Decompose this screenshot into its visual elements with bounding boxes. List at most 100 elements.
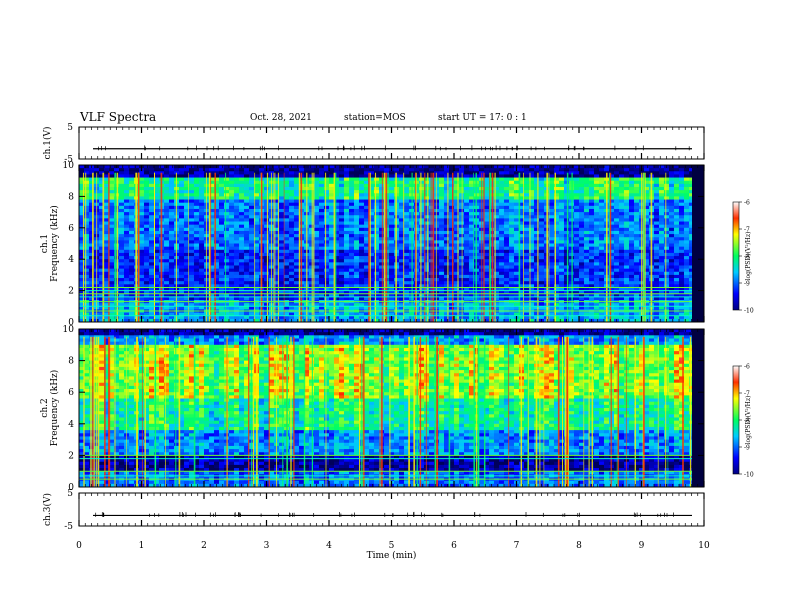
spectrogram-cell [249, 208, 255, 213]
spectrogram-cell [199, 243, 205, 248]
spectrogram-cell [199, 284, 205, 288]
spectrogram-cell [399, 284, 405, 288]
spectrogram-cell [99, 230, 105, 235]
spectrogram-cell [249, 306, 255, 310]
spectrogram-cell [284, 224, 290, 229]
spectrogram-cell [184, 271, 190, 276]
spectrogram-cell [219, 243, 225, 248]
spectrogram-cell [459, 218, 465, 222]
spectrogram-cell [164, 196, 170, 200]
spectrogram-cell [444, 252, 450, 257]
spectrogram-cell [529, 240, 535, 244]
spectrogram-cell [359, 262, 365, 266]
spectrogram-cell [229, 278, 235, 282]
spectrogram-cell [329, 224, 335, 229]
spectrogram-cell [114, 234, 120, 238]
spectrogram-cell [379, 252, 385, 257]
spectrogram-cell [214, 212, 220, 216]
spectrogram-cell [219, 168, 225, 172]
spectrogram-cell [254, 224, 260, 229]
spectrogram-cell [289, 271, 295, 276]
spectrogram-cell [124, 196, 130, 200]
spectrogram-cell [149, 274, 155, 279]
spectrogram-cell [219, 259, 225, 263]
spectrogram-cell [254, 268, 260, 273]
spectrogram-cell [484, 243, 490, 248]
spectrogram-cell [349, 243, 355, 248]
spectrogram-cell [429, 315, 435, 320]
spectrogram-cell [369, 218, 375, 222]
spectrogram-cell [114, 240, 120, 244]
spectrogram-cell [164, 208, 170, 213]
spectrogram-cell [279, 165, 285, 169]
spectrogram-cell [89, 205, 95, 210]
spectrogram-cell [434, 268, 440, 273]
spectrogram-cell [284, 168, 290, 172]
spectrogram-cell [179, 262, 185, 266]
spectrogram-cell [149, 199, 155, 204]
spectrogram-cell [404, 202, 410, 207]
spectrogram-cell [219, 224, 225, 229]
spectrogram-cell [364, 249, 370, 254]
spectrogram-cell [349, 218, 355, 222]
spectrogram-cell [79, 287, 85, 291]
spectrogram-cell [194, 262, 200, 266]
y-axis-label: ch.1(V) [42, 127, 53, 160]
spectrogram-cell [139, 271, 145, 276]
spectrogram-cell [374, 268, 380, 273]
spectrogram-cell [454, 196, 460, 200]
spectrogram-cell [274, 252, 280, 257]
spectrogram-cell [499, 237, 505, 241]
spectrogram-cell [264, 296, 270, 301]
spectrogram-cell [294, 278, 300, 282]
spectrogram-cell [509, 252, 515, 257]
spectrogram-cell [149, 287, 155, 291]
spectrogram-cell [104, 271, 110, 276]
spectrogram-cell [319, 246, 325, 251]
spectrogram-cell [379, 243, 385, 248]
spectrogram-cell [539, 278, 545, 282]
spectrogram-cell [399, 312, 405, 317]
start-time-label: start UT = 17: 0 : 1 [438, 113, 527, 123]
spectrogram-cell [519, 249, 525, 254]
spectrogram-cell [274, 243, 280, 248]
spectrogram-cell [444, 180, 450, 185]
spectrogram-cell [114, 268, 120, 273]
spectrogram-cell [324, 259, 330, 263]
spectrogram-cell [424, 290, 430, 295]
spectrogram-cell [529, 215, 535, 219]
spectrogram-cell [249, 252, 255, 257]
spectrogram-cell [499, 303, 505, 307]
spectrogram-cell [519, 215, 525, 219]
spectrogram-cell [214, 271, 220, 276]
spectrogram-cell [264, 271, 270, 276]
spectrogram-cell [249, 193, 255, 197]
spectrogram-cell [444, 293, 450, 298]
spectrogram-cell [239, 218, 245, 222]
spectrogram-cell [344, 290, 350, 295]
spectrogram-cell [84, 256, 90, 260]
spectrogram-cell [509, 215, 515, 219]
spectrogram-cell [124, 224, 130, 229]
spectrogram-cell [469, 177, 475, 182]
spectrogram-cell [289, 287, 295, 291]
spectrogram-cell [514, 240, 520, 244]
spectrogram-cell [459, 268, 465, 273]
spectrogram-cell [494, 165, 500, 169]
spectrogram-cell [369, 274, 375, 279]
spectrogram-cell [249, 249, 255, 254]
spectrogram-cell [349, 252, 355, 257]
spectrogram-cell [179, 303, 185, 307]
spectrogram-cell [324, 306, 330, 310]
spectrogram-cell [379, 177, 385, 182]
spectrogram-cell [374, 306, 380, 310]
spectrogram-cell [404, 212, 410, 216]
spectrogram-cell [249, 196, 255, 200]
spectrogram-cell [284, 290, 290, 295]
spectrogram-cell [239, 183, 245, 188]
spectrogram-cell [464, 186, 470, 191]
spectrogram-cell [364, 212, 370, 216]
spectrogram-cell [419, 268, 425, 273]
spectrogram-cell [419, 243, 425, 248]
spectrogram-cell [499, 293, 505, 298]
